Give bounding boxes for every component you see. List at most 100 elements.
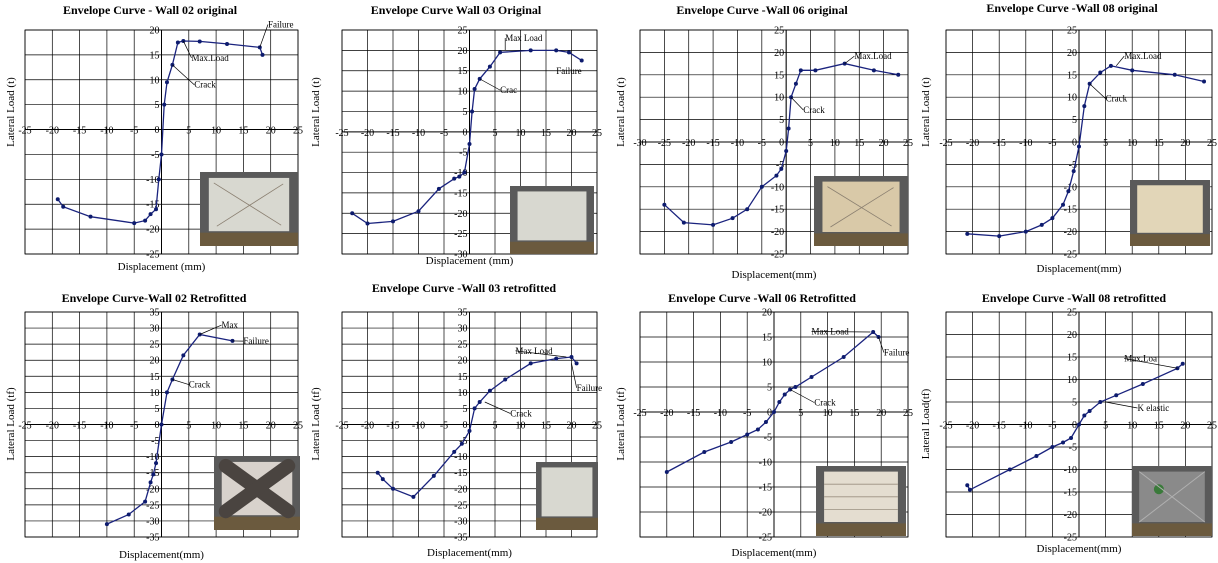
y-tick-label: -10 (454, 168, 467, 179)
annotation-leader (1124, 358, 1178, 369)
x-tick-label: 5 (798, 408, 803, 419)
annotation-label: Failure (268, 20, 294, 30)
y-tick-label: -15 (1064, 205, 1077, 216)
data-point (1180, 361, 1185, 366)
data-point (350, 211, 355, 216)
data-point (798, 68, 803, 73)
x-tick-label: 20 (1180, 421, 1190, 432)
x-tick-label: -15 (386, 421, 399, 432)
data-point (375, 470, 380, 475)
y-tick-label: 5 (155, 100, 160, 111)
x-tick-label: -25 (335, 421, 348, 432)
data-point (1098, 400, 1103, 404)
x-tick-label: -10 (412, 128, 425, 139)
y-tick-label: 10 (458, 87, 468, 98)
data-point (503, 377, 508, 382)
data-point (528, 48, 533, 53)
data-point (55, 197, 60, 202)
annotation-leader (199, 324, 222, 335)
y-tick-label: 0 (1072, 420, 1077, 431)
annotation-leader (790, 96, 804, 111)
specimen-photo (510, 186, 594, 254)
x-tick-label: -20 (361, 421, 374, 432)
y-tick-label: 20 (150, 26, 160, 37)
data-point (1077, 422, 1081, 427)
y-tick-label: 5 (779, 115, 784, 126)
annotation-leader (479, 78, 501, 91)
y-tick-label: 5 (155, 404, 160, 415)
data-point (554, 356, 559, 361)
data-point (528, 361, 533, 366)
data-point (965, 483, 970, 488)
x-tick-label: -10 (412, 421, 425, 432)
y-tick-label: 5 (1072, 398, 1077, 409)
annotation-leader (844, 55, 855, 64)
annotation-label: Crac (500, 85, 517, 95)
data-point (965, 231, 970, 236)
x-tick-label: -20 (660, 408, 673, 419)
data-point (569, 355, 574, 359)
x-tick-label: 15 (1154, 138, 1164, 149)
x-tick-label: -20 (361, 128, 374, 139)
x-tick-label: -5 (130, 126, 138, 137)
data-point (1050, 445, 1055, 449)
data-point (365, 221, 370, 226)
annotation-label: Max Load (812, 327, 850, 337)
data-point (164, 80, 169, 85)
data-point (871, 68, 876, 73)
data-point (487, 64, 492, 69)
chart-svg: -30 -25 -20 -15 -10 -5 5 10 15 20 25 -25 -20 -15 -10 -5… (615, 3, 913, 281)
data-point (104, 522, 109, 527)
data-point (477, 400, 482, 404)
y-tick-label: 15 (150, 372, 160, 383)
annotation-leader (789, 389, 815, 403)
data-point (871, 330, 876, 334)
x-tick-label: -15 (706, 138, 719, 149)
data-point (470, 109, 475, 114)
data-point (143, 499, 148, 504)
data-point (793, 385, 798, 389)
y-tick-label: 20 (762, 308, 772, 319)
x-tick-label: -30 (633, 138, 646, 149)
specimen-photo (1132, 466, 1212, 536)
y-tick-label: -35 (454, 533, 467, 544)
data-point (156, 177, 161, 182)
data-point (159, 422, 164, 427)
chart-title: Envelope Curve -Wall 08 original (986, 1, 1158, 15)
data-point (777, 400, 782, 404)
data-point (391, 486, 395, 491)
x-tick-label: 15 (541, 128, 551, 139)
data-point (782, 392, 787, 397)
y-tick-label: 0 (767, 408, 772, 419)
data-point (391, 219, 395, 224)
data-point (745, 432, 750, 437)
annotation-label: K elastic (1138, 403, 1170, 413)
y-tick-label: 15 (1067, 353, 1077, 364)
annotation-leader (183, 40, 192, 59)
annotation-label: Crack (814, 398, 836, 408)
x-axis-label: Displacement(mm) (732, 269, 817, 281)
x-tick-label: 20 (879, 138, 889, 149)
data-point (755, 427, 760, 432)
y-tick-label: 15 (762, 333, 772, 344)
data-point (813, 68, 818, 73)
data-point (411, 494, 416, 499)
y-tick-label: -25 (454, 500, 467, 511)
data-point (126, 512, 131, 517)
annotation-label: Max.Load (1124, 51, 1162, 61)
y-tick-label: 35 (150, 308, 160, 319)
chart-title: Envelope Curve-Wall 02 Retrofitted (62, 291, 247, 305)
y-tick-label: 20 (1067, 330, 1077, 341)
data-point (793, 81, 798, 86)
x-tick-label: -25 (18, 421, 31, 432)
y-axis-label: Lateral Load (t) (920, 77, 932, 147)
y-tick-label: -25 (771, 250, 784, 261)
y-tick-label: -15 (771, 205, 784, 216)
data-point (774, 173, 779, 178)
y-tick-label: 10 (150, 388, 160, 399)
data-point (664, 470, 669, 474)
y-tick-label: 20 (458, 46, 468, 57)
y-tick-label: 25 (1067, 308, 1077, 319)
y-tick-label: -35 (146, 533, 159, 544)
